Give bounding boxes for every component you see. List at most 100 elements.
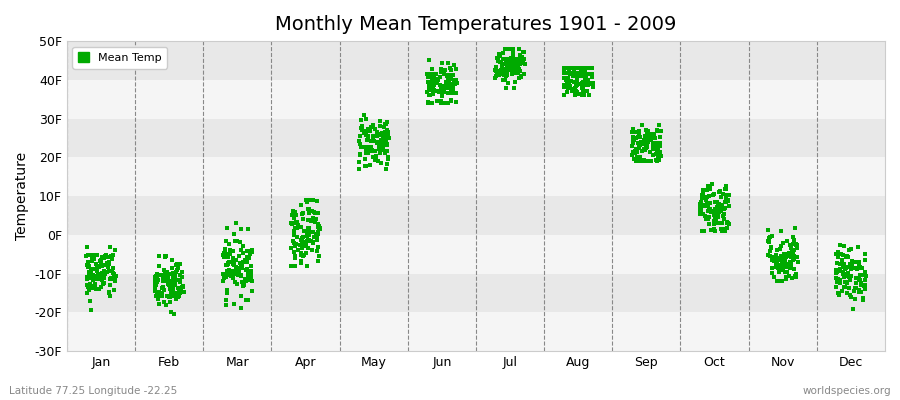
Point [632,128,646,134]
Point [79,243,94,250]
Point [86,272,101,279]
Point [504,61,518,68]
Point [297,240,311,246]
Point [164,278,178,285]
Point [379,166,393,172]
Point [216,273,230,280]
Point [166,286,180,292]
Point [80,252,94,258]
Point [234,272,248,278]
Point [438,85,453,91]
Point [500,64,515,70]
Point [360,144,374,150]
Point [696,203,710,210]
Point [840,252,854,259]
Point [762,248,777,254]
Point [713,187,727,194]
Point [777,250,791,257]
Point [152,253,166,260]
Point [787,266,801,272]
Point [306,240,320,246]
Point [787,236,801,243]
Point [575,86,590,93]
Point [299,197,313,203]
Point [441,74,455,81]
Point [302,206,316,212]
Point [218,247,232,253]
Point [300,199,314,205]
Point [559,76,573,82]
Point [90,273,104,280]
Point [517,56,531,62]
Point [831,248,845,255]
Point [311,226,326,232]
Point [292,241,307,248]
Point [831,277,845,284]
Point [633,142,647,148]
Point [166,270,180,277]
Point [706,221,721,228]
Point [375,145,390,152]
Point [172,293,186,300]
Point [641,129,655,135]
Point [702,183,716,189]
Point [288,208,302,215]
Point [838,278,852,285]
Point [441,80,455,87]
Point [434,68,448,75]
Point [500,72,514,79]
Point [370,158,384,165]
Point [776,254,790,260]
Point [637,157,652,163]
Point [242,274,256,280]
Point [646,144,661,151]
Point [216,278,230,284]
Point [580,71,594,77]
Point [310,244,325,250]
Point [301,226,315,232]
Point [583,65,598,72]
Point [561,74,575,81]
Point [709,199,724,205]
Point [223,268,238,274]
Point [629,148,643,155]
Point [502,46,517,52]
Point [789,271,804,277]
Point [356,127,370,134]
Point [422,92,436,98]
Point [788,240,803,247]
Point [570,74,584,80]
Point [382,135,396,142]
Point [375,144,390,150]
Point [162,282,176,288]
Point [158,252,173,259]
Point [437,100,452,106]
Point [370,139,384,145]
Point [837,284,851,290]
Point [625,152,639,158]
Point [151,296,166,302]
Point [626,148,641,155]
Point [696,192,710,199]
Point [491,68,505,74]
Point [240,266,255,272]
Point [307,209,321,215]
Point [218,246,232,252]
Point [372,144,386,150]
Point [165,284,179,290]
Point [295,211,310,217]
Point [216,252,230,258]
Point [311,224,326,230]
Point [149,274,164,280]
Point [356,130,371,136]
Point [99,260,113,266]
Point [376,147,391,154]
Point [628,129,643,135]
Point [148,282,163,288]
Point [764,244,778,250]
Point [647,140,662,146]
Point [706,180,720,187]
Point [219,251,233,257]
Point [706,208,720,214]
Point [374,141,389,148]
